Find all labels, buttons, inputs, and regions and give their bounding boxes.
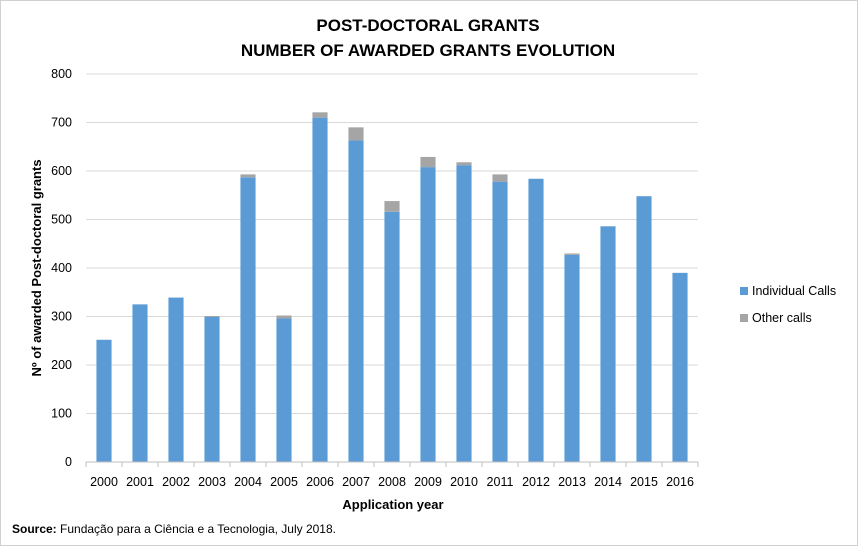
bar-other-calls-2008 <box>384 201 400 212</box>
legend: Individual Calls Other calls <box>740 284 836 325</box>
bar-individual-calls-2002 <box>168 297 184 462</box>
bar-individual-calls-2009 <box>420 167 436 462</box>
y-tick-label: 700 <box>51 116 72 130</box>
bar-individual-calls-2004 <box>240 177 256 462</box>
y-tick-label: 300 <box>51 310 72 324</box>
x-tick-label: 2006 <box>306 475 334 489</box>
legend-swatch-other-calls <box>740 314 748 322</box>
x-axis-title: Application year <box>342 497 443 512</box>
bar-individual-calls-2006 <box>312 117 328 463</box>
y-tick-label: 500 <box>51 213 72 227</box>
bar-individual-calls-2003 <box>204 316 220 462</box>
bar-individual-calls-2014 <box>600 226 616 462</box>
y-tick-label: 600 <box>51 164 72 178</box>
x-tick-label: 2012 <box>522 475 550 489</box>
bar-individual-calls-2016 <box>672 272 688 462</box>
chart-title-line-1: POST-DOCTORAL GRANTS <box>316 16 539 35</box>
x-tick-label: 2001 <box>126 475 154 489</box>
legend-swatch-individual-calls <box>740 287 748 295</box>
x-tick-label: 2011 <box>487 475 514 489</box>
y-tick-label: 200 <box>51 358 72 372</box>
x-tick-label: 2007 <box>342 475 370 489</box>
bar-individual-calls-2011 <box>492 181 508 463</box>
y-axis-ticks: 0 100 200 300 400 500 600 700 800 <box>51 67 72 469</box>
bar-other-calls-2006 <box>312 112 328 118</box>
bar-other-calls-2005 <box>276 315 292 319</box>
bar-individual-calls-2007 <box>348 140 364 462</box>
bar-other-calls-2013 <box>564 253 580 255</box>
x-tick-label: 2013 <box>558 475 586 489</box>
chart-title-line-2: NUMBER OF AWARDED GRANTS EVOLUTION <box>241 41 615 60</box>
bar-other-calls-2003 <box>204 316 220 317</box>
y-tick-label: 400 <box>51 261 72 275</box>
x-tick-label: 2016 <box>666 475 694 489</box>
x-tick-label: 2003 <box>198 475 226 489</box>
x-tick-label: 2002 <box>162 475 190 489</box>
y-axis-title: Nº of awarded Post-doctoral grants <box>29 159 44 376</box>
source-note: Source: Fundação para a Ciência e a Tecn… <box>12 522 336 536</box>
bar-other-calls-2004 <box>240 174 256 178</box>
bar-individual-calls-2010 <box>456 165 472 462</box>
bar-other-calls-2011 <box>492 174 508 182</box>
bar-individual-calls-2015 <box>636 196 652 462</box>
bar-individual-calls-2005 <box>276 318 292 462</box>
x-tick-label: 2004 <box>234 475 262 489</box>
x-tick-label: 2015 <box>630 475 658 489</box>
bar-individual-calls-2012 <box>528 178 544 462</box>
legend-label-individual-calls: Individual Calls <box>752 284 836 298</box>
bar-individual-calls-2013 <box>564 254 580 462</box>
bar-individual-calls-2001 <box>132 304 148 462</box>
bar-individual-calls-2008 <box>384 211 400 462</box>
bar-individual-calls-2000 <box>96 339 112 462</box>
x-tick-label: 2005 <box>270 475 298 489</box>
x-tick-label: 2014 <box>594 475 622 489</box>
legend-label-other-calls: Other calls <box>752 311 812 325</box>
y-tick-label: 0 <box>65 455 72 469</box>
x-tick-label: 2010 <box>450 475 478 489</box>
bar-other-calls-2010 <box>456 162 472 166</box>
x-tick-label: 2009 <box>414 475 442 489</box>
x-axis-ticks: 2000 2001 2002 2003 2004 2005 2006 2007 2008 2009… <box>85 462 699 489</box>
source-text: Fundação para a Ciência e a Tecnologia, … <box>56 522 336 536</box>
bar-other-calls-2009 <box>420 156 436 168</box>
y-tick-label: 100 <box>51 407 72 421</box>
x-tick-label: 2008 <box>378 475 406 489</box>
y-tick-label: 800 <box>51 67 72 81</box>
x-tick-label: 2000 <box>90 475 118 489</box>
source-label: Source: <box>12 522 57 536</box>
bars <box>96 112 688 463</box>
bar-other-calls-2007 <box>348 127 364 141</box>
